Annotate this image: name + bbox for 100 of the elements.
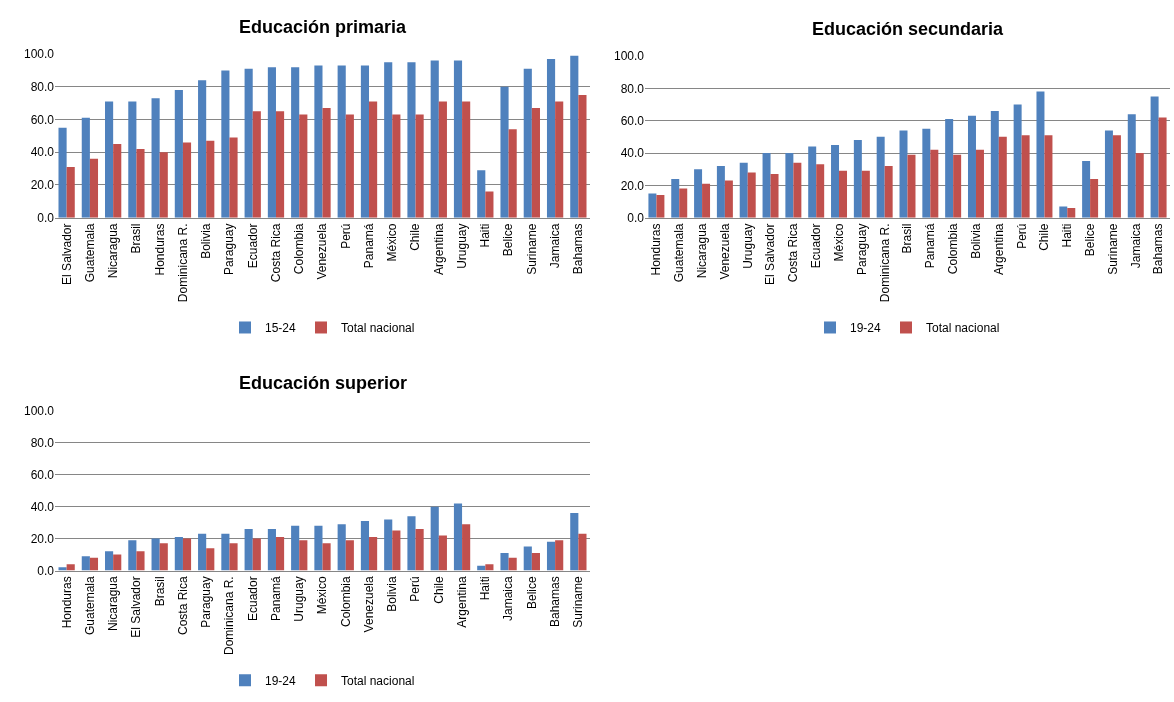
legend-label: 19-24: [265, 673, 297, 688]
bar: [967, 115, 976, 218]
bar: [508, 129, 517, 218]
x-tick-label: Argentina: [431, 223, 446, 275]
x-tick-label: Suriname: [571, 576, 586, 628]
bar: [267, 528, 276, 571]
bar: [523, 546, 532, 571]
bar: [407, 516, 416, 571]
bar: [930, 149, 939, 218]
bar: [816, 164, 825, 218]
bar: [345, 114, 354, 218]
bar: [500, 552, 509, 571]
bar: [360, 65, 370, 218]
x-tick-label: Perú: [1014, 223, 1029, 249]
bar: [182, 538, 192, 571]
x-tick-label: Chile: [431, 576, 446, 604]
bar: [136, 148, 145, 218]
x-tick-label: Venezuela: [361, 576, 376, 633]
x-tick-label: Jamaica: [501, 576, 516, 622]
x-tick-label: Argentina: [454, 576, 469, 628]
bar: [785, 153, 794, 218]
x-tick-label: Dominicana R.: [877, 223, 892, 303]
x-tick-label: Nicaragua: [106, 576, 121, 632]
bar: [113, 144, 122, 218]
bar: [523, 68, 532, 218]
x-tick-label: Ecuador: [809, 223, 824, 269]
x-tick-label: Haiti: [1060, 223, 1075, 248]
bar: [1158, 117, 1167, 218]
bar: [159, 543, 168, 571]
bar: [1059, 206, 1068, 218]
y-tick-label: 100.0: [23, 403, 55, 418]
bar: [555, 101, 564, 218]
y-tick-label: 100.0: [613, 49, 645, 64]
legend-label: 15-24: [265, 321, 297, 336]
bar: [1112, 135, 1121, 218]
bar: [578, 533, 587, 571]
x-tick-label: Guatemala: [82, 576, 97, 636]
bar: [656, 195, 665, 218]
x-tick-label: Argentina: [991, 223, 1006, 275]
x-tick-label: Bahamas: [1151, 223, 1166, 275]
bar: [299, 540, 308, 571]
y-tick-label: 60.0: [30, 467, 55, 482]
bar: [159, 152, 168, 218]
bar: [384, 62, 393, 218]
bar: [702, 183, 711, 218]
y-tick-label: 40.0: [30, 499, 55, 514]
x-tick-label: Panamá: [923, 223, 938, 269]
bar: [221, 70, 230, 218]
bar: [531, 552, 540, 571]
bar: [182, 142, 192, 218]
legend-label: Total nacional: [341, 321, 415, 336]
x-tick-label: Brasil: [152, 576, 167, 607]
x-tick-label: El Salvador: [763, 223, 778, 285]
bar: [151, 538, 160, 571]
x-tick-label: Nicaragua: [106, 223, 121, 279]
x-tick-label: Panamá: [268, 576, 283, 622]
bar: [831, 144, 840, 218]
y-tick-label: 80.0: [30, 435, 55, 450]
x-tick-label: Bolivia: [385, 576, 400, 612]
bar: [438, 101, 447, 218]
bar: [206, 140, 215, 218]
y-tick-label: 100.0: [23, 47, 55, 62]
bar: [151, 98, 160, 218]
bar: [275, 111, 285, 218]
x-tick-label: Belice: [1083, 223, 1098, 257]
bar: [415, 114, 424, 218]
bar: [407, 62, 416, 218]
bar: [128, 101, 137, 218]
bar: [174, 536, 183, 571]
x-tick-label: Bolivia: [968, 223, 983, 259]
bar: [360, 521, 370, 571]
x-tick-label: Uruguay: [454, 223, 469, 269]
legend-label: 19-24: [850, 321, 882, 336]
y-tick-label: 60.0: [30, 112, 55, 127]
bar: [337, 524, 346, 571]
bar: [275, 536, 285, 571]
bar: [392, 530, 401, 571]
bar: [369, 536, 378, 571]
x-tick-label: Belice: [524, 576, 539, 610]
bar: [953, 154, 962, 218]
bar: [578, 94, 587, 218]
bar: [244, 68, 253, 218]
x-tick-label: Chile: [1037, 223, 1052, 251]
bar: [1013, 104, 1022, 218]
bar: [66, 166, 75, 218]
bar: [546, 541, 556, 571]
x-tick-label: Nicaragua: [694, 223, 709, 279]
x-tick-label: México: [831, 223, 846, 262]
bar: [839, 170, 848, 218]
bar: [861, 170, 870, 218]
x-tick-label: Honduras: [649, 223, 664, 276]
x-tick-label: Jamaica: [1128, 223, 1143, 269]
bar: [252, 111, 261, 218]
bar: [1104, 130, 1113, 218]
y-tick-label: 60.0: [620, 113, 645, 128]
bar: [876, 136, 885, 218]
bar: [128, 540, 137, 571]
bar: [679, 188, 688, 218]
x-tick-label: Costa Rica: [786, 223, 801, 283]
x-tick-label: Honduras: [152, 223, 167, 276]
